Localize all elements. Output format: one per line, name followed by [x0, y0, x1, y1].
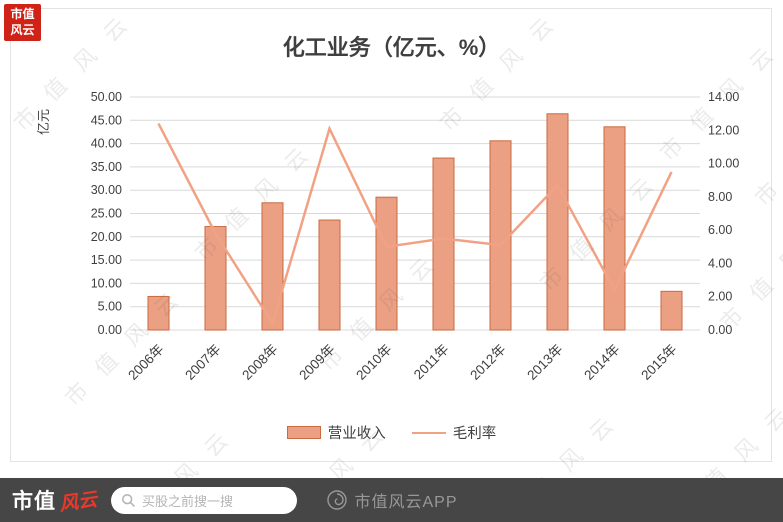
revenue-bar — [261, 202, 284, 331]
right-axis-tick-label: 4.00 — [708, 256, 732, 270]
revenue-bar — [375, 196, 398, 331]
x-axis-tick-label: 2014年 — [581, 342, 622, 383]
footer-brand-text: 市值 — [12, 490, 56, 513]
right-axis-tick-label: 10.00 — [708, 157, 739, 171]
left-axis-title: 亿元 — [36, 109, 51, 135]
search-icon — [122, 493, 135, 507]
left-axis-tick-label: 15.00 — [91, 253, 122, 267]
site-logo: 市值 风云 — [4, 4, 41, 41]
x-axis-tick-label: 2013年 — [524, 342, 565, 383]
chart-title: 化工业务（亿元、%） — [282, 35, 501, 60]
left-axis-tick-label: 5.00 — [98, 300, 122, 314]
footer-app-group: 市值风云APP — [325, 488, 457, 512]
legend-item-revenue: 营业收入 — [286, 422, 386, 443]
search-placeholder: 买股之前搜一搜 — [142, 493, 234, 509]
revenue-bar — [546, 113, 569, 331]
legend-label-margin: 毛利率 — [452, 426, 497, 442]
legend-label-revenue: 营业收入 — [327, 426, 386, 442]
left-axis-tick-label: 20.00 — [91, 230, 122, 244]
legend-item-margin: 毛利率 — [411, 422, 497, 443]
revenue-bar — [432, 157, 455, 331]
site-logo-line2: 风云 — [10, 22, 35, 37]
x-axis-tick-label: 2008年 — [239, 342, 280, 383]
bar-series-swatch — [286, 426, 321, 439]
x-axis-tick-label: 2006年 — [125, 342, 166, 383]
right-axis-tick-label: 0.00 — [708, 323, 732, 337]
footer-app-label: 市值风云APP — [354, 494, 458, 511]
right-axis-tick-label: 6.00 — [708, 223, 732, 237]
left-axis-tick-label: 50.00 — [91, 90, 122, 104]
right-axis-tick-label: 14.00 — [708, 90, 739, 104]
revenue-bar — [318, 219, 341, 331]
right-axis-tick-label: 8.00 — [708, 190, 732, 204]
chart-canvas: 0.00 5.00 10.00 15.00 20.00 25.00 30.00 35.00 40… — [36, 90, 739, 383]
left-axis-tick-label: 40.00 — [91, 137, 122, 151]
x-axis-tick-label: 2007年 — [182, 342, 223, 383]
revenue-bar — [489, 140, 512, 331]
revenue-bar — [147, 295, 170, 331]
x-axis-tick-label: 2011年 — [411, 342, 452, 383]
margin-line — [157, 123, 673, 327]
right-axis-tick-label: 12.00 — [708, 123, 739, 137]
left-axis-tick-label: 0.00 — [98, 323, 122, 337]
left-axis-tick-label: 25.00 — [91, 207, 122, 221]
x-axis-tick-label: 2010年 — [353, 342, 394, 383]
left-axis-tick-label: 10.00 — [91, 276, 122, 290]
revenue-bar — [660, 290, 683, 331]
x-axis-tick-label: 2009年 — [296, 342, 337, 383]
right-axis-tick-label: 2.00 — [708, 290, 732, 304]
line-series-swatch — [411, 431, 446, 434]
search-box[interactable]: 买股之前搜一搜 — [111, 486, 298, 514]
left-axis-tick-label: 35.00 — [91, 160, 122, 174]
footer-brand-logo: 风云 — [58, 488, 99, 516]
chart-legend: 营业收入 毛利率 — [0, 422, 783, 443]
revenue-bar — [204, 226, 227, 331]
x-axis-tick-label: 2012年 — [467, 342, 508, 383]
left-axis-tick-label: 30.00 — [91, 183, 122, 197]
site-logo-line1: 市值 — [10, 6, 35, 21]
swirl-logo-icon — [326, 490, 347, 510]
footer-bar: 市值 风云 买股之前搜一搜 市值风云APP — [0, 478, 783, 522]
x-axis-tick-label: 2015年 — [638, 342, 679, 383]
revenue-bar — [603, 126, 626, 331]
left-axis-tick-label: 45.00 — [91, 113, 122, 127]
